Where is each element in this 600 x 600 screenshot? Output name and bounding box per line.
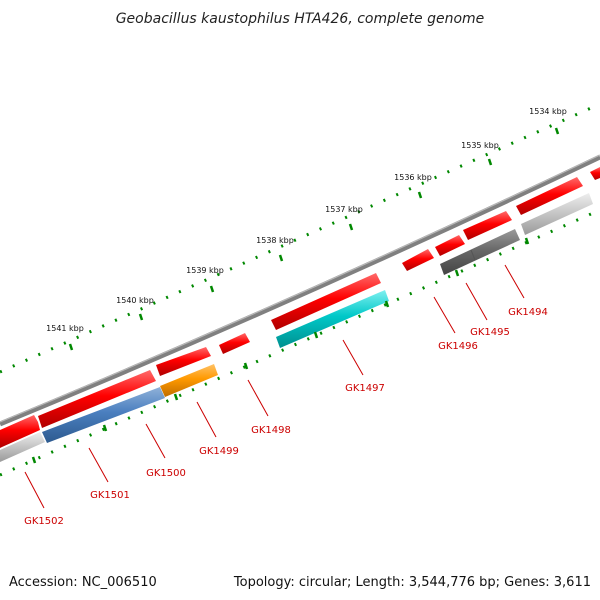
gene-label-GK1501: GK1501 [90,490,130,501]
gene-label-GK1499: GK1499 [199,446,239,457]
scale-label-1536: 1536 kbp [394,173,432,182]
gene-bar-GK1495 [440,229,520,275]
gene-bar-GK1495-divider [470,249,476,261]
inner-tick-5 [313,331,319,339]
inner-scale-dots [0,208,600,477]
gene-bar-GK1502 [0,432,45,462]
gene-label-GK1502: GK1502 [24,516,64,527]
red-gene-6 [435,235,465,256]
leader-GK1495 [465,282,488,321]
outer-scale: 1534 kbp 1535 kbp 1536 kbp 1537 kbp 1538… [0,102,600,374]
forward-strand-genes [0,167,600,448]
leader-GK1500 [145,423,166,459]
inner-tick-4 [243,362,249,370]
red-gene-4 [271,273,381,330]
tick-1537 [348,223,354,231]
tick-1538 [278,254,284,262]
tick-1535 [487,158,493,166]
inner-major-ticks [31,237,530,464]
gene-labels [24,264,525,509]
genome-backbone [0,154,600,427]
leader-GK1496 [433,296,456,334]
scale-label-1540: 1540 kbp [116,296,154,305]
inner-scale [0,208,600,477]
scale-label-1538: 1538 kbp [256,236,294,245]
gene-label-GK1495: GK1495 [470,327,510,338]
red-gene-9 [590,167,600,180]
genome-summary-text: Topology: circular; Length: 3,544,776 bp… [233,575,591,590]
scale-label-1534: 1534 kbp [529,107,567,116]
accession-text: Accession: NC_006510 [9,575,157,590]
leader-GK1494 [504,264,525,299]
tick-1541 [68,343,74,351]
tick-1539 [209,285,215,293]
scale-label-1539: 1539 kbp [186,266,224,275]
gene-bar-GK1501 [42,387,165,443]
scale-label-1541: 1541 kbp [46,324,84,333]
gene-label-texts: GK1494 GK1495 GK1496 GK1497 GK1498 GK149… [24,307,548,527]
inner-tick-3 [173,393,179,401]
gene-label-GK1500: GK1500 [146,468,186,479]
inner-tick-6 [384,300,390,308]
leader-GK1497 [342,339,364,376]
tick-1540 [138,313,144,321]
inner-tick-7 [454,269,460,277]
inner-tick-2 [102,424,108,432]
scale-label-1537: 1537 kbp [325,205,363,214]
red-gene-3 [219,333,250,354]
gene-bar-GK1494 [521,193,593,235]
inner-tick-1 [31,456,37,464]
scale-label-1535: 1535 kbp [461,141,499,150]
red-gene-7 [463,211,512,240]
inner-tick-8 [524,237,530,245]
tick-1536 [417,191,423,199]
gene-label-GK1494: GK1494 [508,307,548,318]
red-gene-0 [0,415,40,448]
gene-label-GK1496: GK1496 [438,341,478,352]
red-gene-8 [516,177,583,215]
outer-major-ticks [68,127,560,351]
leader-GK1501 [88,447,109,483]
gene-label-GK1498: GK1498 [251,425,291,436]
red-gene-2 [156,347,211,376]
red-gene-5 [402,249,434,271]
leader-GK1499 [196,401,217,438]
tick-1534 [554,127,560,135]
leader-GK1502 [24,471,45,509]
map-title: Geobacillus kaustophilus HTA426, complet… [116,11,485,27]
feature-row-genes [0,193,593,462]
gene-bar-GK1497 [276,290,389,348]
red-gene-1 [38,370,156,428]
leader-GK1498 [247,379,269,417]
outer-scale-dots [0,102,600,374]
gene-label-GK1497: GK1497 [345,383,385,394]
gene-bar-GK1499 [160,364,218,397]
genome-backbone-highlight [0,154,600,423]
